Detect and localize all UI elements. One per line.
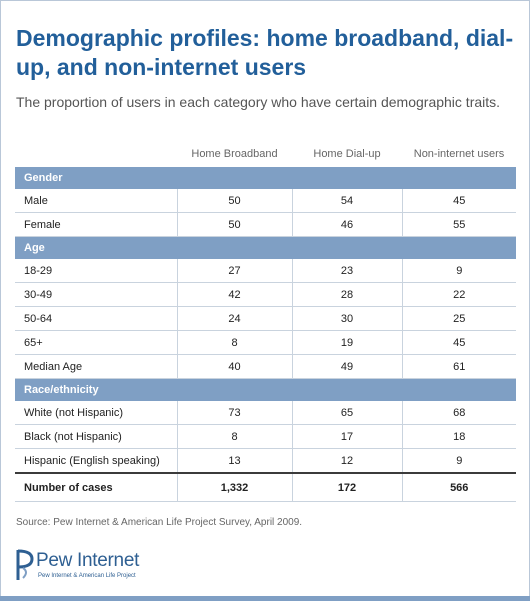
- logo-tagline: Pew Internet & American Life Project: [38, 573, 136, 579]
- cell-value: 19: [291, 330, 402, 355]
- row-label: Male: [15, 189, 177, 213]
- demographics-table: Home Broadband Home Dial-up Non-internet…: [15, 141, 516, 502]
- cell-value: 65: [291, 401, 402, 425]
- cell-value: 42: [176, 282, 292, 307]
- cell-value: 27: [176, 259, 292, 283]
- total-value: 566: [401, 472, 516, 502]
- row-label: Median Age: [15, 354, 177, 379]
- header-empty: [15, 141, 177, 167]
- total-value: 172: [291, 472, 402, 502]
- column-header: Non-internet users: [413, 148, 505, 160]
- cell-value: 50: [176, 212, 292, 237]
- column-header: Home Dial-up: [313, 148, 381, 160]
- cell-value: 23: [291, 259, 402, 283]
- bottom-rule: [0, 596, 530, 601]
- row-label: Female: [15, 212, 177, 237]
- table-row: White (not Hispanic) 73 65 68: [15, 401, 516, 425]
- table-row: Male 50 54 45: [15, 189, 516, 213]
- cell-value: 28: [291, 282, 402, 307]
- cell-value: 8: [176, 424, 292, 449]
- cell-value: 24: [176, 306, 292, 331]
- cell-value: 13: [176, 448, 292, 474]
- cell-value: 45: [401, 189, 516, 213]
- row-label: 18-29: [15, 259, 177, 283]
- cell-value: 73: [176, 401, 292, 425]
- row-label: 65+: [15, 330, 177, 355]
- source-note: Source: Pew Internet & American Life Pro…: [16, 517, 303, 528]
- row-label: Hispanic (English speaking): [15, 448, 177, 474]
- chart-title: Demographic profiles: home broadband, di…: [16, 25, 514, 80]
- cell-value: 18: [401, 424, 516, 449]
- total-label: Number of cases: [15, 472, 177, 502]
- chart-subtitle: The proportion of users in each category…: [16, 94, 501, 110]
- table-body: Gender Male 50 54 45 Female 50 46 55 Age 18-29 27 23…: [15, 167, 516, 502]
- cell-value: 50: [176, 189, 292, 213]
- cell-value: 17: [291, 424, 402, 449]
- section-label: Race/ethnicity: [15, 378, 516, 401]
- row-label: 50-64: [15, 306, 177, 331]
- cell-value: 46: [291, 212, 402, 237]
- cell-value: 8: [176, 330, 292, 355]
- row-label: 30-49: [15, 282, 177, 307]
- row-label: Black (not Hispanic): [15, 424, 177, 449]
- cell-value: 22: [401, 282, 516, 307]
- cell-value: 9: [401, 448, 516, 474]
- section-label: Gender: [15, 167, 516, 189]
- table-row: Hispanic (English speaking) 13 12 9: [15, 448, 516, 474]
- table-row: 65+ 8 19 45: [15, 330, 516, 355]
- table-row: Black (not Hispanic) 8 17 18: [15, 424, 516, 449]
- cell-value: 55: [401, 212, 516, 237]
- cell-value: 30: [291, 306, 402, 331]
- table-row: 18-29 27 23 9: [15, 259, 516, 283]
- cell-value: 49: [291, 354, 402, 379]
- logo-wordmark: Pew Internet: [36, 550, 140, 571]
- table-row: 50-64 24 30 25: [15, 306, 516, 331]
- section-label: Age: [15, 236, 516, 259]
- section-header-row: Gender: [15, 167, 516, 189]
- total-row: Number of cases 1,332 172 566: [15, 472, 516, 502]
- cell-value: 61: [401, 354, 516, 379]
- cell-value: 68: [401, 401, 516, 425]
- cell-value: 9: [401, 259, 516, 283]
- cell-value: 45: [401, 330, 516, 355]
- pew-logo-icon: [16, 549, 34, 580]
- table-row: Median Age 40 49 61: [15, 354, 516, 379]
- section-header-row: Age: [15, 236, 516, 259]
- table-row: 30-49 42 28 22: [15, 282, 516, 307]
- pew-internet-logo: Pew Internet Pew Internet & American Lif…: [15, 548, 165, 584]
- cell-value: 25: [401, 306, 516, 331]
- cell-value: 54: [291, 189, 402, 213]
- table-row: Female 50 46 55: [15, 212, 516, 237]
- header-row: Home Broadband Home Dial-up Non-internet…: [15, 141, 516, 167]
- section-header-row: Race/ethnicity: [15, 378, 516, 401]
- row-label: White (not Hispanic): [15, 401, 177, 425]
- column-header: Home Broadband: [191, 148, 278, 160]
- cell-value: 12: [291, 448, 402, 474]
- total-value: 1,332: [176, 472, 292, 502]
- cell-value: 40: [176, 354, 292, 379]
